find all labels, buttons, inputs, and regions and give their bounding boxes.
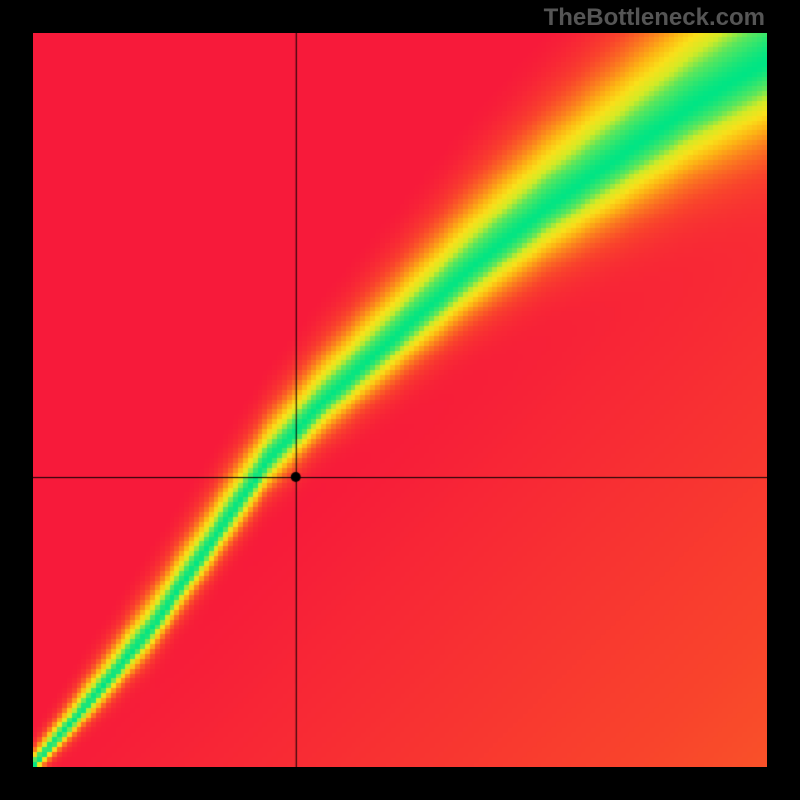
watermark-label: TheBottleneck.com: [544, 4, 765, 32]
heatmap-canvas: [33, 33, 767, 767]
figure-container: TheBottleneck.com: [0, 0, 800, 800]
heatmap-plot-area: [33, 33, 767, 767]
